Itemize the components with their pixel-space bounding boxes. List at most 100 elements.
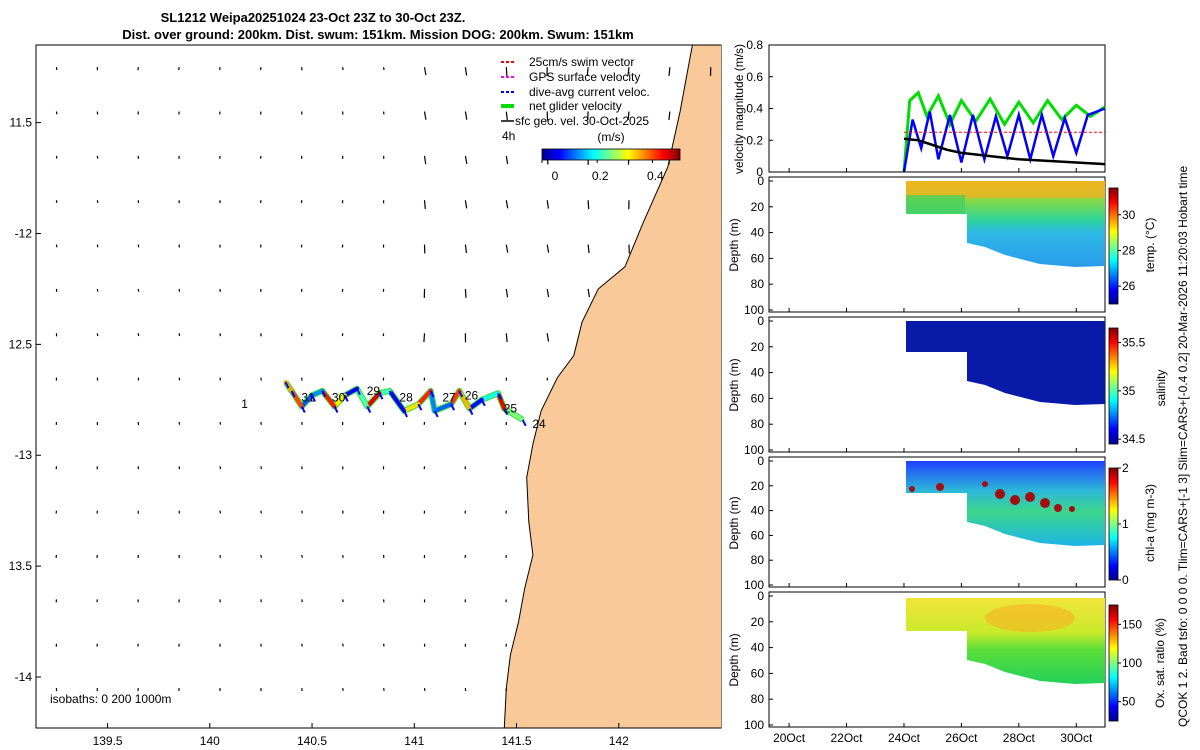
- depth-tick-label: 0: [757, 174, 764, 188]
- dive-avg-vector: [521, 419, 527, 427]
- velocity-arrow: [423, 155, 427, 165]
- track-segment: [299, 393, 314, 409]
- colorbar-tick-label: 1: [1122, 517, 1129, 531]
- depth-tick-label: 60: [751, 251, 765, 265]
- depth-tick-label: 80: [751, 417, 765, 431]
- chla-colorbar-ticks: 0 1 2: [1118, 461, 1129, 587]
- velocity-arrow: [586, 67, 589, 76]
- temperature-colorbar: [1108, 187, 1119, 305]
- dive-avg-vector: [356, 388, 361, 396]
- day-label: 30: [332, 391, 346, 405]
- dive-avg-vector: [497, 392, 502, 400]
- salinity-colorbar-label: salinity: [1154, 370, 1168, 407]
- depth-tick-label: 80: [751, 553, 765, 567]
- velocity-arrow: [546, 244, 550, 253]
- colorbar-tick-label: 50: [1122, 695, 1136, 709]
- velocity-y-tick-label: 0: [756, 165, 763, 179]
- day-label: 1: [241, 397, 248, 411]
- velocity-arrow: [587, 200, 590, 210]
- dive-avg-vector: [480, 399, 486, 407]
- velocity-y-tick-label: 0.2: [746, 133, 763, 147]
- velocity-arrow: [505, 111, 508, 121]
- velocity-series-line: [902, 107, 1106, 173]
- oxygen-colorbar: [1108, 604, 1119, 722]
- temperature-depth-axis: 0 20 40 60 80 100: [744, 174, 773, 317]
- salinity-panel: 0 20 40 60 80 100 34.5 35 35.5 salinity: [744, 314, 1168, 457]
- depth-tick-label: 0: [757, 454, 764, 468]
- chla-depth-axis: 0 20 40 60 80 100: [744, 454, 773, 592]
- surface-velocity-arrows: [55, 67, 712, 692]
- colorbar-tick-label: 28: [1122, 244, 1136, 258]
- dive-avg-vector: [321, 390, 327, 398]
- depth-tick-label: 40: [751, 641, 765, 655]
- oxygen-colorbar-ticks: 50 100 150: [1118, 617, 1142, 709]
- time-tick-label: 20Oct: [773, 731, 806, 745]
- map-y-tick-label: 11.5: [10, 116, 33, 130]
- title-line-1: SL1212 Weipa20251024 23-Oct 23Z to 30-Oc…: [161, 10, 466, 25]
- dive-avg-vector: [366, 406, 372, 413]
- velocity-arrow: [668, 67, 671, 76]
- map-y-tick-label: -13: [15, 448, 33, 462]
- legend-sfc-geo: sfc geo. vel. 30-Oct-2025: [515, 114, 649, 128]
- map-x-tick-label: 140.5: [297, 734, 327, 748]
- map-y-tick-label: -12: [15, 227, 33, 241]
- map-x-axis: 139.5 140 140.5 141 141.5 142: [93, 723, 629, 748]
- dive-avg-vector: [433, 410, 439, 418]
- velocity-y-tick-label: 0.6: [746, 70, 763, 84]
- map-colorbar: (m/s) 0 0.2 0.4: [541, 130, 681, 183]
- day-label: 29: [367, 384, 381, 398]
- map-x-tick-label: 139.5: [93, 734, 123, 748]
- dive-avg-vector: [388, 390, 394, 398]
- dive-avg-vector: [333, 406, 339, 413]
- oxygen-depth-axis: 0 20 40 60 80 100: [744, 589, 773, 732]
- chla-ylabel: Depth (m): [727, 496, 741, 549]
- map-y-tick-label: 12.5: [9, 337, 33, 351]
- depth-tick-label: 20: [751, 615, 765, 629]
- oxygen-panel: 0 20 40 60 80 100 50 100 150 Ox. sat. ratio (%): [744, 589, 1167, 732]
- colorbar-tick-label: 30: [1122, 208, 1136, 222]
- velocity-arrow: [505, 155, 509, 165]
- dive-avg-vector: [300, 406, 306, 413]
- colorbar-tick-label: 2: [1122, 461, 1129, 475]
- velocity-arrow: [546, 333, 550, 342]
- colorbar-tick-label: 26: [1122, 279, 1136, 293]
- temperature-panel: 0 20 40 60 80 100 26 28 30 temp. (°C): [744, 174, 1157, 317]
- day-label: 26: [465, 388, 479, 402]
- colorbar-tick-label: 35: [1122, 384, 1136, 398]
- dive-avg-vector: [450, 403, 455, 411]
- dive-avg-vector: [417, 403, 423, 411]
- glider-track: [283, 380, 527, 427]
- dive-avg-vector: [284, 381, 290, 389]
- track-segment: [502, 406, 525, 422]
- velocity-arrow: [423, 200, 426, 209]
- velocity-series-line: [903, 137, 1106, 166]
- velocity-y-axis: 0 0.2 0.4 0.6 0.8: [746, 38, 773, 179]
- chla-colorbar-label: chl-a (mg m-3): [1143, 484, 1157, 562]
- depth-tick-label: 0: [757, 314, 764, 328]
- oxygen-ylabel: Depth (m): [727, 633, 741, 686]
- day-label: 25: [504, 402, 518, 416]
- salinity-field: [906, 321, 1105, 405]
- day-label: 27: [442, 391, 456, 405]
- track-segment: [432, 402, 454, 413]
- colorbar-tick-label: 34.5: [1122, 432, 1146, 446]
- depth-tick-label: 80: [751, 277, 765, 291]
- depth-tick-label: 80: [751, 692, 765, 706]
- colorbar-tick-label: 150: [1122, 617, 1142, 631]
- velocity-arrow: [505, 67, 508, 77]
- velocity-arrow: [423, 67, 427, 76]
- time-tick-label: 24Oct: [888, 731, 921, 745]
- map-legend: 25cm/s swim vector GPS surface velocity …: [501, 55, 650, 143]
- velocity-series-line: [902, 89, 1106, 173]
- chla-panel: 0 20 40 60 80 100 0 1 2 chl-a (mg m-3): [744, 454, 1157, 592]
- depth-tick-label: 40: [751, 504, 765, 518]
- temperature-ylabel: Depth (m): [727, 218, 741, 271]
- velocity-arrow: [505, 333, 508, 343]
- map-colorbar-ticks: 0 0.2 0.4: [541, 160, 664, 183]
- time-tick-label: 28Oct: [1003, 731, 1036, 745]
- time-axis: 20Oct 22Oct 24Oct 26Oct 28Oct 30Oct: [773, 168, 1093, 745]
- velocity-arrow: [423, 111, 427, 120]
- dive-avg-vector: [403, 410, 408, 418]
